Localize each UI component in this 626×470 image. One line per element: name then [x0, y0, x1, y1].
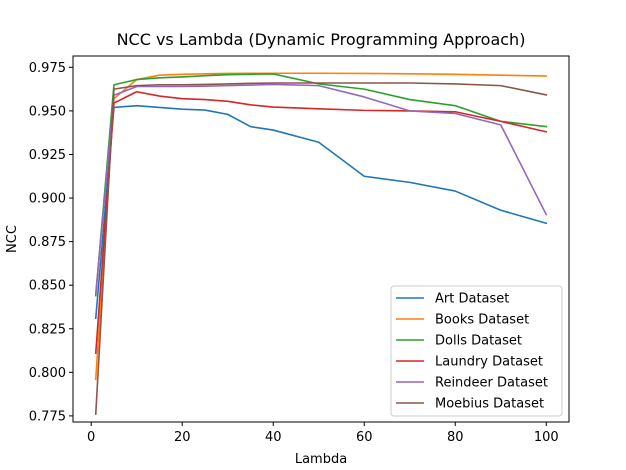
- series-line-3: [94, 90, 548, 355]
- y-tick-label: 0.950: [29, 104, 66, 119]
- x-tick-label: 60: [356, 430, 373, 445]
- plot-frame: [72, 55, 570, 423]
- series-line-2: [94, 73, 548, 297]
- x-tick-label: 0: [87, 430, 95, 445]
- x-axis-label: Lambda: [295, 452, 347, 467]
- x-axis-ticks: 0 20 40 60 80 100: [87, 422, 559, 445]
- y-tick-label: 0.875: [29, 235, 66, 250]
- legend-label: Reindeer Dataset: [435, 376, 548, 391]
- series-line-4: [94, 83, 548, 295]
- y-tick-label: 0.850: [29, 279, 66, 294]
- legend-label: Art Dataset: [435, 292, 509, 307]
- legend-label: Moebius Dataset: [435, 397, 544, 412]
- y-tick-label: 0.775: [29, 409, 66, 424]
- legend-label: Dolls Dataset: [435, 334, 522, 349]
- y-axis-ticks: 0.775 0.800 0.825 0.850 0.875 0.900 0.925 0.950…: [29, 61, 73, 424]
- legend-box: [390, 285, 563, 417]
- series-line-1: [94, 72, 548, 381]
- y-tick-label: 0.825: [29, 322, 66, 337]
- y-tick-label: 0.900: [29, 192, 66, 207]
- y-tick-label: 0.800: [29, 366, 66, 381]
- x-tick-label: 40: [265, 430, 282, 445]
- x-tick-label: 100: [534, 430, 559, 445]
- x-tick-label: 80: [447, 430, 464, 445]
- chart-title: NCC vs Lambda (Dynamic Programming Appro…: [117, 30, 526, 49]
- y-tick-label: 0.925: [29, 148, 66, 163]
- legend-label: Books Dataset: [435, 313, 529, 328]
- series-line-0: [94, 104, 548, 320]
- x-tick-label: 20: [174, 430, 191, 445]
- legend: Art Dataset Books Dataset Dolls Dataset Lau…: [390, 285, 563, 417]
- plot-lines: [94, 72, 548, 416]
- series-line-5: [94, 82, 548, 416]
- y-tick-label: 0.975: [29, 61, 66, 76]
- y-axis-label: NCC: [5, 225, 20, 253]
- legend-label: Laundry Dataset: [435, 355, 543, 370]
